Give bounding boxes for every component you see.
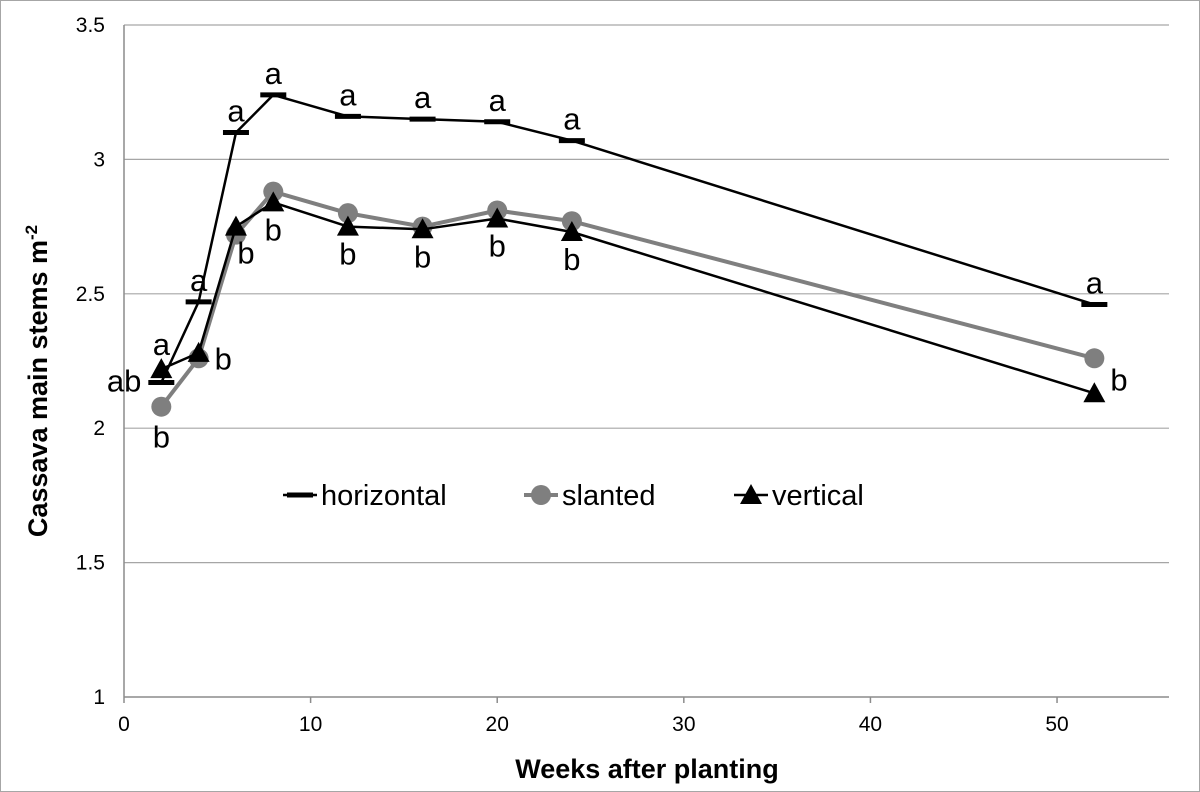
grid-lines xyxy=(123,24,1169,703)
x-tick-label-10: 10 xyxy=(299,713,322,736)
sig-letter-horizontal-w8: a xyxy=(265,56,283,91)
marker-slanted-w52 xyxy=(1084,348,1105,369)
sig-letter-vertical-w2: a xyxy=(153,327,171,362)
legend-item-slanted: slanted xyxy=(524,480,656,512)
x-tick-label-40: 40 xyxy=(859,713,882,736)
marker-vertical-w2 xyxy=(150,358,173,379)
legend: horizontal slanted vertical xyxy=(283,480,864,512)
y-axis-title: Cassava main stems m-2 xyxy=(22,225,53,537)
y-axis-title-superscript: -2 xyxy=(22,225,41,240)
marker-vertical-w12 xyxy=(336,215,359,236)
y-tick-label-3: 3 xyxy=(93,148,105,171)
marker-vertical-w24 xyxy=(560,220,583,241)
y-tick-label-2.5: 2.5 xyxy=(76,283,105,306)
sig-letter-horizontal-w16: a xyxy=(414,80,432,115)
legend-marker-slanted xyxy=(531,485,551,505)
sig-letter-vertical-w8: b xyxy=(265,212,282,247)
sig-letter-vertical-w20: b xyxy=(489,229,506,264)
y-tick-label-1: 1 xyxy=(93,686,105,709)
line-vertical xyxy=(160,201,1095,395)
sig-letter-vertical-w6: b xyxy=(237,236,254,271)
marker-vertical-w16 xyxy=(411,218,434,239)
x-tick-label-50: 50 xyxy=(1045,713,1068,736)
sig-letter-horizontal-w24: a xyxy=(563,102,581,137)
sig-letter-horizontal-w6: a xyxy=(227,94,245,129)
line-slanted xyxy=(159,189,1095,408)
sig-letter-horizontal-w52: a xyxy=(1086,266,1104,301)
marker-slanted-w12 xyxy=(337,203,358,224)
y-tick-labels: 1 1.5 2 2.5 3 3.5 xyxy=(76,14,105,709)
x-tick-labels: 0 10 20 30 40 50 xyxy=(118,713,1069,736)
marker-vertical-w20 xyxy=(486,207,509,228)
legend-label-horizontal: horizontal xyxy=(321,480,447,512)
x-tick-label-30: 30 xyxy=(672,713,695,736)
marker-slanted-w2 xyxy=(151,396,172,417)
sig-letter-vertical-w12: b xyxy=(339,237,356,272)
legend-label-slanted: slanted xyxy=(562,480,656,512)
legend-label-vertical: vertical xyxy=(772,480,864,512)
marker-vertical-w8 xyxy=(262,191,285,212)
x-tick-label-0: 0 xyxy=(118,713,130,736)
series-vertical xyxy=(150,191,1106,403)
marker-vertical-w4 xyxy=(187,341,210,362)
sig-letter-horizontal-w2: ab xyxy=(107,364,141,399)
marker-vertical-w52 xyxy=(1083,382,1106,403)
x-axis-title: Weeks after planting xyxy=(515,754,779,784)
series-horizontal xyxy=(148,92,1108,386)
sig-letter-horizontal-w4: a xyxy=(190,263,208,298)
y-tick-label-2: 2 xyxy=(93,417,105,440)
y-axis-title-text: Cassava main stems m xyxy=(23,240,53,537)
sig-letter-vertical-w52: b xyxy=(1110,362,1127,397)
sig-letter-slanted-w2: b xyxy=(153,420,170,455)
legend-marker-vertical xyxy=(740,484,762,504)
sig-letter-slanted-w4: b xyxy=(215,341,232,376)
y-tick-label-3.5: 3.5 xyxy=(76,14,105,37)
series-slanted xyxy=(151,181,1105,417)
legend-item-horizontal: horizontal xyxy=(283,480,447,512)
data-series xyxy=(148,92,1108,417)
sig-letter-horizontal-w12: a xyxy=(339,77,357,112)
y-tick-label-1.5: 1.5 xyxy=(76,552,105,575)
legend-item-vertical: vertical xyxy=(734,480,864,512)
sig-letter-vertical-w24: b xyxy=(563,242,580,277)
line-horizontal xyxy=(160,93,1095,384)
marker-vertical-w6 xyxy=(224,215,247,236)
x-tick-label-20: 20 xyxy=(486,713,509,736)
sig-letter-vertical-w16: b xyxy=(414,239,431,274)
sig-letter-horizontal-w20: a xyxy=(489,83,507,118)
axes xyxy=(123,25,1169,698)
